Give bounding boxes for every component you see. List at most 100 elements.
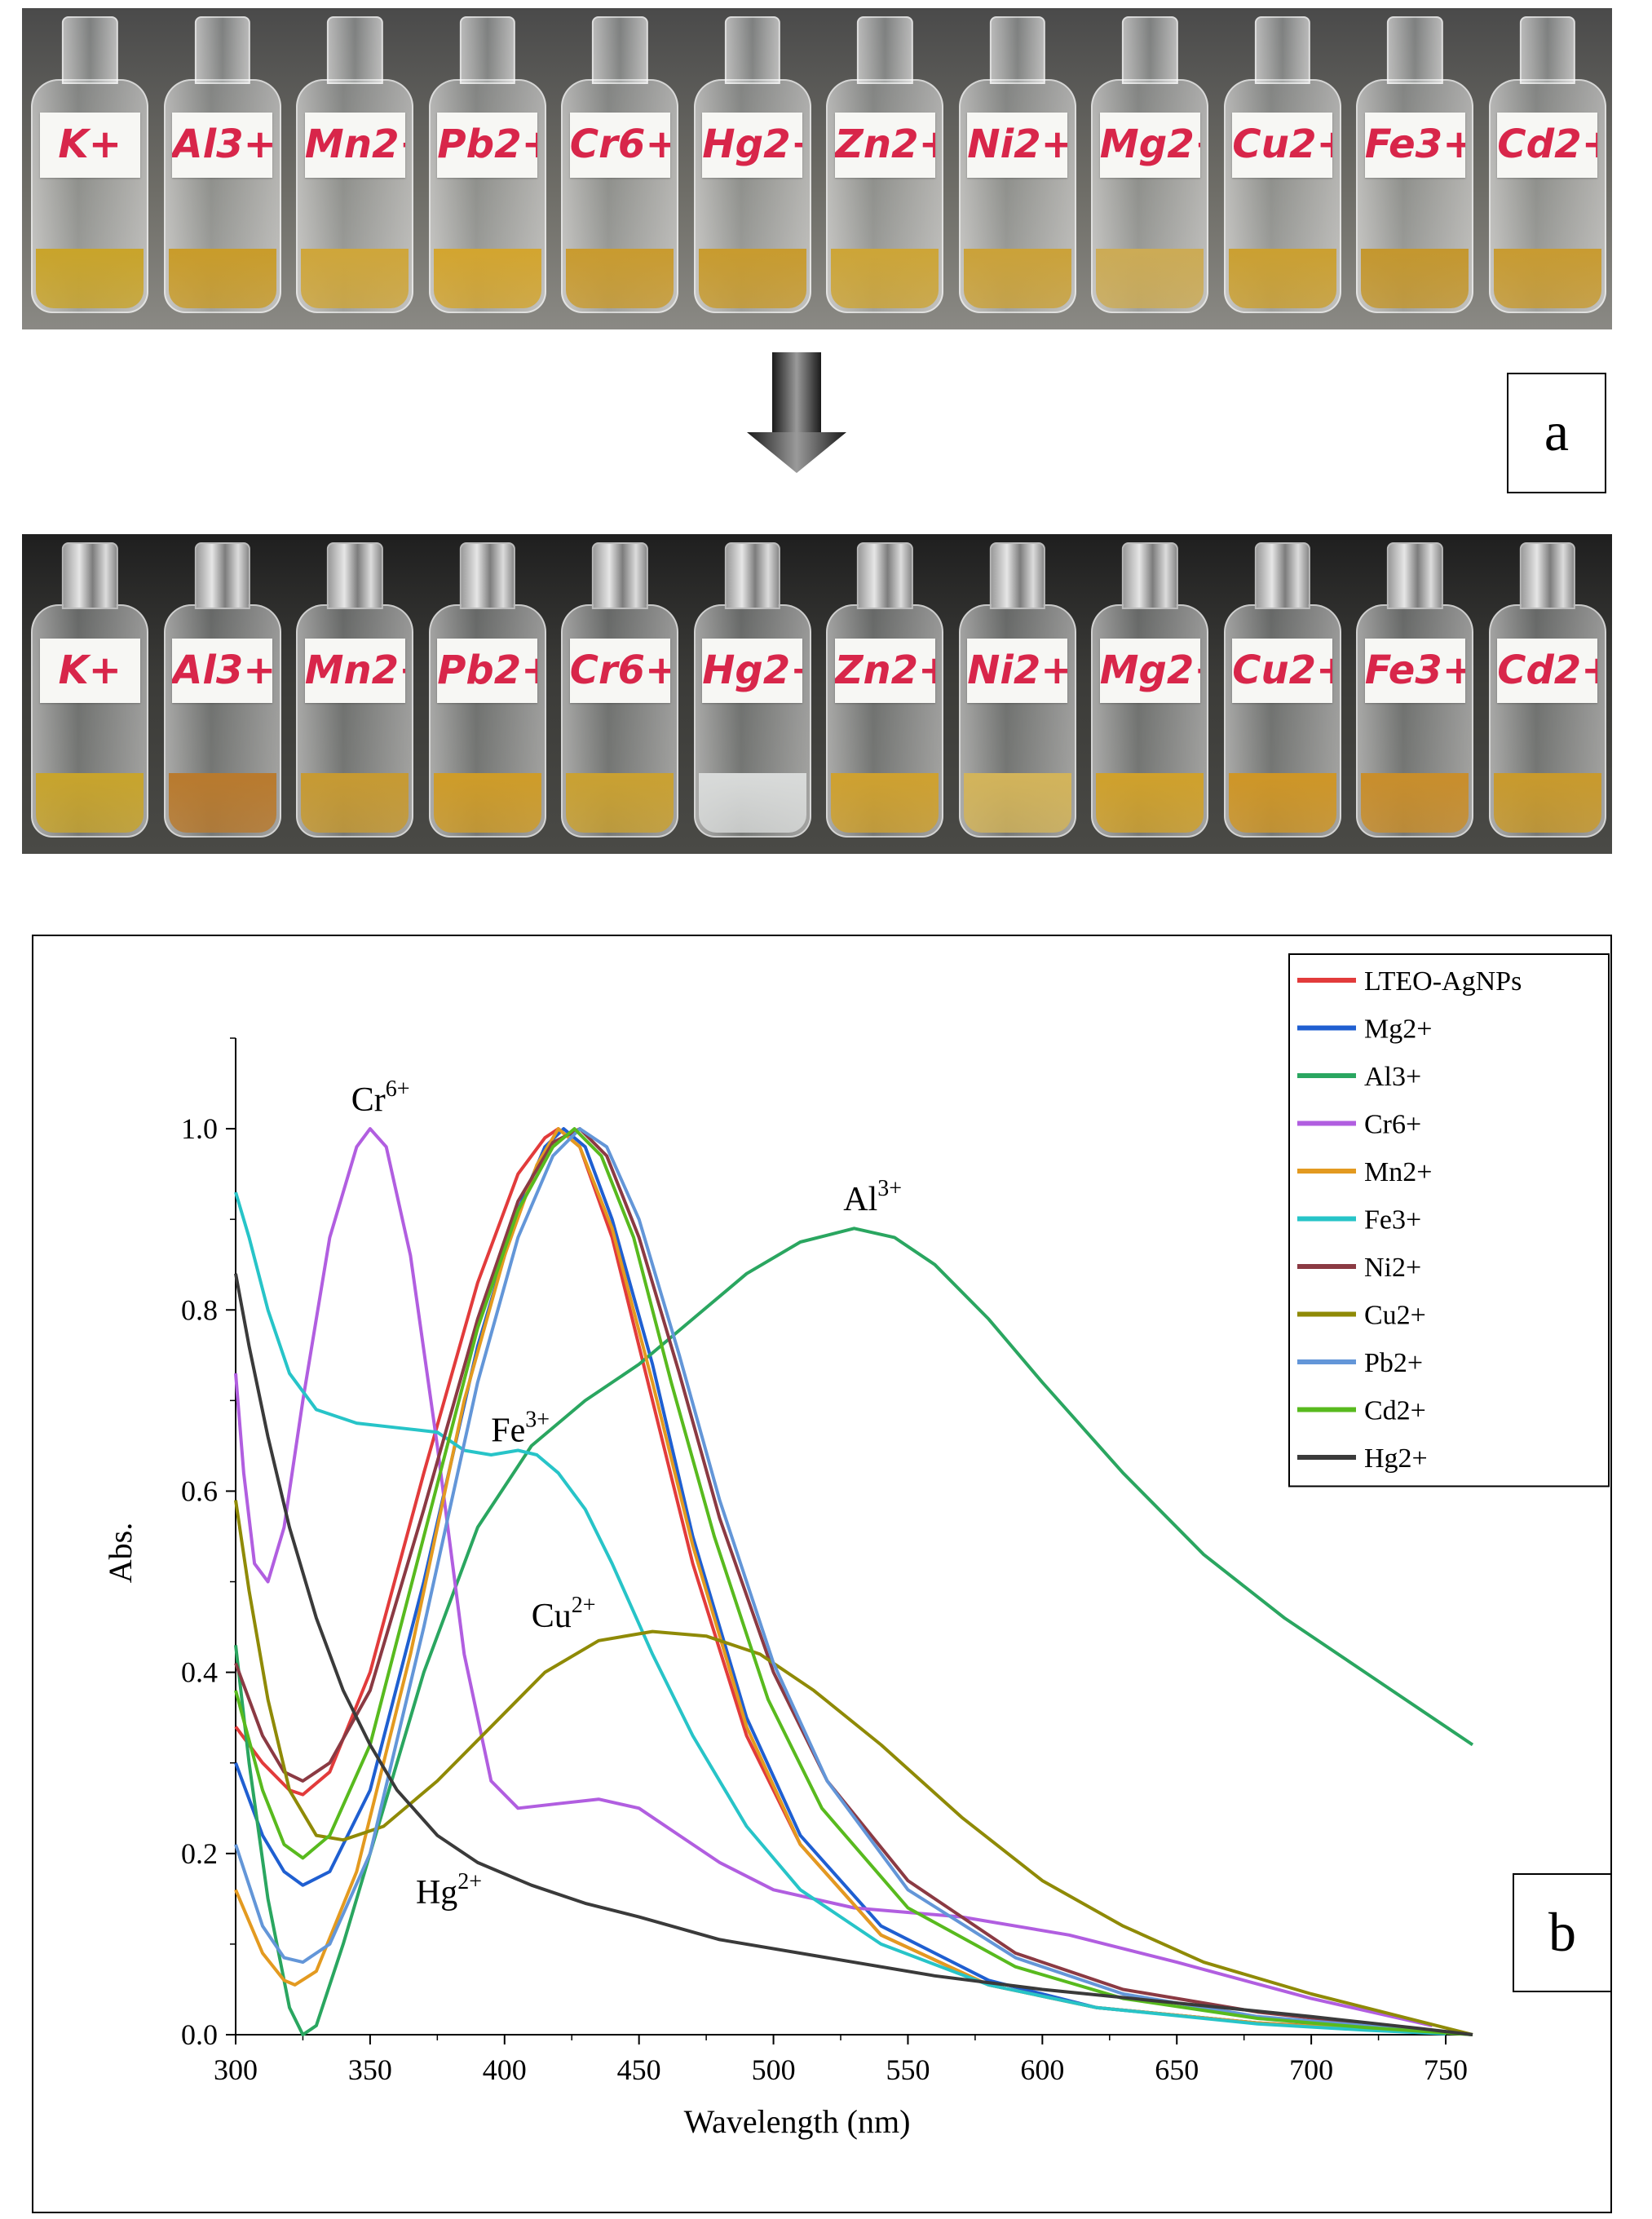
foil-cap	[989, 541, 1045, 610]
foil-cap	[724, 541, 780, 610]
x-tick-label: 500	[752, 2053, 796, 2086]
foil-cap	[1122, 541, 1178, 610]
vial-label: Ni2+	[967, 638, 1068, 703]
legend-label: Mn2+	[1364, 1157, 1432, 1187]
vial-liquid	[963, 773, 1071, 833]
foil-cap	[194, 541, 250, 610]
legend-label: Cr6+	[1364, 1110, 1421, 1140]
vial-liquid	[698, 248, 806, 309]
x-tick-label: 550	[886, 2053, 930, 2086]
y-tick-label: 0.8	[181, 1293, 218, 1326]
vial-liquid	[1096, 248, 1204, 309]
vial-label: Zn2+	[834, 638, 935, 703]
vial-label: Pb2+	[437, 638, 538, 703]
vial-neck	[1387, 15, 1443, 84]
vial-liquid	[1228, 773, 1336, 833]
vial-label: Cd2+	[1497, 638, 1598, 703]
vial-liquid	[1493, 773, 1601, 833]
vial-neck	[857, 15, 913, 84]
vial-label: Zn2+	[834, 113, 935, 178]
legend-label: Al3+	[1364, 1062, 1421, 1092]
legend-label: Cd2+	[1364, 1396, 1426, 1426]
series-line-mg2-	[234, 1127, 1447, 2035]
vial-label: Pb2+	[437, 113, 538, 178]
vial: Cu2+	[1223, 541, 1341, 838]
vial-liquid	[566, 248, 674, 309]
vial-label: Cr6+	[569, 638, 670, 703]
vial-liquid	[566, 773, 674, 833]
series-line-cu2-	[234, 1500, 1473, 2036]
vial-liquid	[168, 248, 276, 309]
foil-cap	[62, 541, 118, 610]
legend-label: LTEO-AgNPs	[1364, 966, 1522, 997]
vial-liquid	[1228, 248, 1336, 309]
foil-cap	[1387, 541, 1443, 610]
legend-label: Cu2+	[1364, 1301, 1426, 1331]
vial: Cd2+	[1488, 541, 1606, 838]
vial-liquid	[36, 248, 144, 309]
vial: Mg2+	[1091, 15, 1209, 314]
chart-frame: 300 350 400 450 500 550 600 650 700 750 0.0 0.2 0.4 0…	[32, 935, 1612, 2213]
vial: Mn2+	[296, 541, 414, 838]
legend-label: Mg2+	[1364, 1014, 1432, 1045]
y-tick-label: 0.6	[181, 1474, 218, 1507]
x-tick-label: 750	[1424, 2053, 1468, 2086]
legend-label: Hg2+	[1364, 1443, 1428, 1474]
peak-annotation: Fe3+	[491, 1407, 550, 1449]
photo-before: K+ Al3+ Mn2+ Pb2+ Cr6+ Hg2+ Zn2+ Ni2+ Mg2+ Cu2+ Fe…	[22, 8, 1612, 329]
vial-liquid	[1361, 773, 1469, 833]
vial-label: Cd2+	[1497, 113, 1598, 178]
photo-after: K+ Al3+ Mn2+ Pb2+ Cr6+ Hg2+ Zn2+ Ni2+ Mg2+ Cu2+ Fe…	[22, 534, 1612, 854]
peak-annotation: Cu2+	[532, 1593, 596, 1635]
series-line-hg2-	[234, 1273, 1473, 2036]
vial: Pb2+	[428, 15, 546, 314]
vial-neck	[62, 15, 118, 84]
vial-neck	[724, 15, 780, 84]
x-tick-label: 350	[348, 2053, 392, 2086]
foil-cap	[1254, 541, 1310, 610]
vial-label: K+	[39, 638, 140, 703]
foil-cap	[592, 541, 648, 610]
vial-label: Mn2+	[304, 113, 405, 178]
vial: Al3+	[163, 541, 281, 838]
series-line-ni2-	[234, 1127, 1473, 2036]
x-tick-label: 600	[1020, 2053, 1064, 2086]
panel-label-b: b	[1513, 1873, 1612, 1992]
vial-liquid	[1361, 248, 1469, 309]
foil-cap	[1519, 541, 1575, 610]
vial: Hg2+	[693, 541, 811, 838]
x-tick-label: 400	[483, 2053, 527, 2086]
vial-neck	[592, 15, 648, 84]
y-tick-label: 0.0	[181, 2018, 218, 2051]
uv-vis-chart: 300 350 400 450 500 550 600 650 700 750 0.0 0.2 0.4 0…	[102, 953, 1610, 2140]
vial: Ni2+	[958, 541, 1076, 838]
peak-annotation: Hg2+	[416, 1869, 482, 1912]
vial: Zn2+	[826, 541, 944, 838]
vial-neck	[1254, 15, 1310, 84]
vial: Cu2+	[1223, 15, 1341, 314]
vial: Fe3+	[1356, 15, 1474, 314]
vial-label: Al3+	[172, 638, 273, 703]
vial-liquid	[301, 773, 409, 833]
vial-neck	[1519, 15, 1575, 84]
vial-label: Hg2+	[702, 638, 803, 703]
vial-label: Cu2+	[1232, 113, 1333, 178]
foil-cap	[857, 541, 913, 610]
y-tick-label: 0.4	[181, 1656, 218, 1689]
peak-annotation: Cr6+	[351, 1076, 410, 1119]
vial-liquid	[36, 773, 144, 833]
vial-label: Mg2+	[1099, 113, 1200, 178]
legend-label: Ni2+	[1364, 1253, 1421, 1283]
y-tick-label: 0.2	[181, 1837, 218, 1870]
series-line-cr6-	[234, 1127, 1433, 2027]
vial: Cr6+	[561, 15, 679, 314]
series-line-cd2-	[234, 1127, 1473, 2036]
x-axis-title: Wavelength (nm)	[684, 2103, 911, 2140]
series-line-fe3-	[234, 1191, 1447, 2036]
vial-neck	[989, 15, 1045, 84]
panel-label-a: a	[1507, 373, 1606, 493]
vial-liquid	[1493, 248, 1601, 309]
vial-liquid	[433, 773, 541, 833]
x-tick-label: 650	[1155, 2053, 1199, 2086]
vial-neck	[459, 15, 515, 84]
